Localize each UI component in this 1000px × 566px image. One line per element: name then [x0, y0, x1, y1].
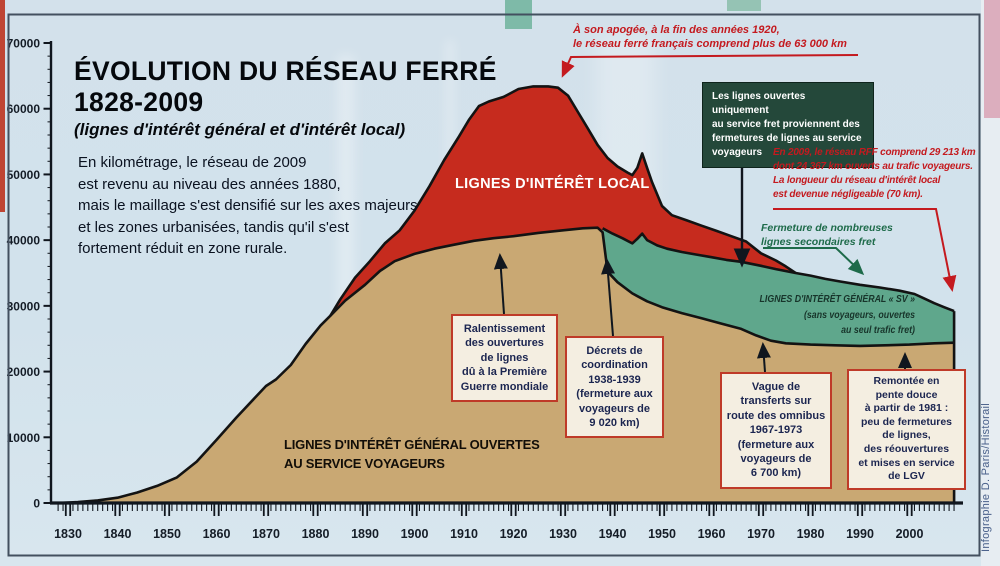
svg-text:1870: 1870 — [252, 527, 280, 541]
area-lignes-sv-fret — [602, 228, 955, 346]
svg-text:1990: 1990 — [846, 527, 874, 541]
credit-line: Infographie D. Paris/Historail — [980, 402, 992, 552]
svg-text:70000: 70000 — [7, 37, 41, 51]
label-lignes-sv: LIGNES D'INTÉRÊT GÉNÉRAL « SV » (sans vo… — [759, 294, 915, 336]
annotation-rff-2009: En 2009, le réseau RFF comprend 29 213 k… — [773, 147, 976, 200]
svg-text:50000: 50000 — [7, 168, 41, 182]
outline-total-network — [329, 85, 797, 317]
svg-text:1900: 1900 — [401, 527, 429, 541]
annotation-connectors — [493, 54, 957, 373]
axis-ticks-and-labels: 0 10000 20000 30000 40000 50000 60000 70000 1830… — [7, 37, 955, 541]
wwi-box-arrow — [493, 253, 508, 315]
svg-text:60000: 60000 — [7, 102, 41, 116]
annotation-apogee: À son apogée, à la fin des années 1920, … — [573, 24, 847, 50]
event-box-remontee: Remontée en pente douce à partir de 1981… — [847, 369, 966, 490]
svg-text:0: 0 — [33, 497, 40, 511]
svg-text:1940: 1940 — [599, 527, 627, 541]
event-box-wwi: Ralentissement des ouvertures de lignes … — [451, 314, 558, 403]
page-right-margin — [981, 0, 1000, 566]
page-edge-red-strip — [0, 0, 5, 212]
svg-text:1910: 1910 — [450, 527, 478, 541]
svg-text:1840: 1840 — [104, 527, 132, 541]
title-line2: 1828-2009 — [74, 87, 204, 117]
annotation-fermeture-fret: Fermeture de nombreuses lignes secondair… — [761, 222, 893, 248]
page-subtitle: (lignes d'intérêt général et d'intérêt l… — [74, 120, 406, 139]
scan-light-streak — [445, 40, 455, 240]
page-title: ÉVOLUTION DU RÉSEAU FERRÉ 1828-2009 — [74, 56, 497, 118]
svg-text:1830: 1830 — [54, 527, 82, 541]
svg-text:40000: 40000 — [7, 234, 41, 248]
annotation-fret-box: Les lignes ouvertes uniquement au servic… — [702, 82, 874, 168]
outline-sv-network — [601, 227, 955, 313]
svg-text:1890: 1890 — [351, 527, 379, 541]
svg-text:1880: 1880 — [302, 527, 330, 541]
svg-text:1960: 1960 — [698, 527, 726, 541]
svg-text:1980: 1980 — [797, 527, 825, 541]
svg-text:1970: 1970 — [747, 527, 775, 541]
label-lignes-interet-general: LIGNES D'INTÉRÊT GÉNÉRAL OUVERTES AU SER… — [284, 437, 540, 471]
title-line1: ÉVOLUTION DU RÉSEAU FERRÉ — [74, 56, 497, 86]
svg-text:1930: 1930 — [549, 527, 577, 541]
chart-frame-border — [7, 13, 981, 557]
svg-text:10000: 10000 — [7, 431, 41, 445]
event-box-decrets: Décrets de coordination 1938-1939 (ferme… — [565, 336, 664, 439]
omnibus-box-arrow — [756, 342, 771, 373]
rff2009-arrow — [773, 208, 957, 292]
outline-passenger-network — [58, 226, 955, 505]
area-lignes-interet-local — [330, 86, 796, 316]
svg-text:1920: 1920 — [500, 527, 528, 541]
label-lignes-interet-local: LIGNES D'INTÉRÊT LOCAL — [455, 176, 650, 192]
page-edge-pink-strip — [984, 0, 1000, 118]
svg-text:1860: 1860 — [203, 527, 231, 541]
event-box-omnibus: Vague de transferts sur route des omnibu… — [720, 372, 832, 489]
svg-text:1950: 1950 — [648, 527, 676, 541]
fermeture-fret-arrow — [763, 247, 865, 276]
svg-text:2000: 2000 — [896, 527, 924, 541]
svg-text:30000: 30000 — [7, 299, 41, 313]
apogee-arrow — [561, 54, 859, 78]
intro-paragraph: En kilométrage, le réseau de 2009 est re… — [78, 154, 418, 257]
svg-text:1850: 1850 — [153, 527, 181, 541]
bleed-through-block — [727, 0, 761, 11]
decrets-box-arrow — [601, 258, 616, 337]
svg-text:20000: 20000 — [7, 365, 41, 379]
